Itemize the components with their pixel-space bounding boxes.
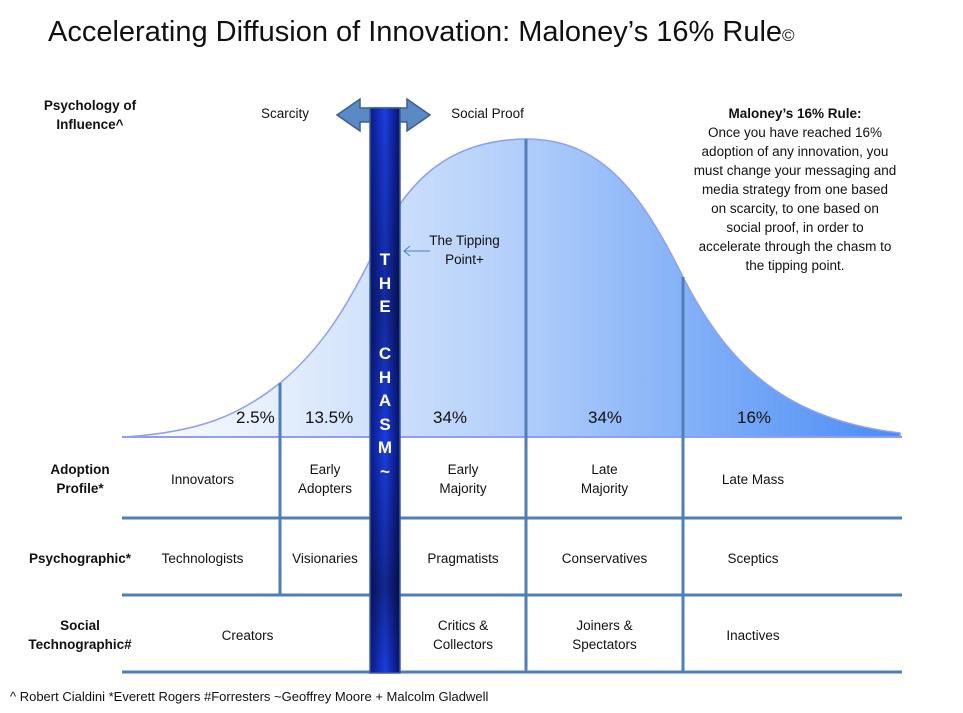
cell-line: Early	[447, 462, 479, 477]
rule-line: must change your messaging and	[693, 163, 897, 178]
cell-pragmatists: Pragmatists	[400, 521, 526, 595]
chasm-letter: M	[377, 438, 393, 457]
percent-late-mass: 16%	[737, 408, 772, 427]
cell-line: Pragmatists	[427, 550, 499, 566]
grid-lines	[122, 139, 902, 674]
cell-late-mass: Late Mass	[683, 440, 823, 518]
cell-line: Early	[309, 462, 341, 477]
cell-visionaries: Visionaries	[280, 521, 370, 595]
cell-line: Adopters	[297, 481, 353, 496]
cell-line: Adoption	[50, 462, 110, 477]
cell-line: Social	[60, 618, 100, 633]
cell-line: Profile*	[56, 481, 104, 496]
chasm-shading	[371, 109, 399, 672]
cell-line: Technologists	[161, 550, 244, 566]
cell-line: Late	[591, 462, 618, 477]
cell-line: Conservatives	[561, 550, 648, 566]
row-label: Psychographic*	[10, 521, 150, 595]
bell-curve	[124, 138, 901, 438]
label-line: Point+	[445, 252, 484, 267]
cell-early-majority: Early Majority	[400, 440, 526, 518]
cell-line: Majority	[439, 481, 487, 496]
cell-creators: Creators	[125, 598, 370, 672]
cell-line: Creators	[221, 627, 274, 643]
rule-box: Maloney’s 16% Rule: Once you have reache…	[660, 104, 930, 275]
page-title: Accelerating Diffusion of Innovation: Ma…	[48, 16, 795, 49]
chasm-letter: E	[379, 297, 391, 316]
cell-line: Psychographic*	[28, 550, 132, 566]
rule-text: Once you have reached 16% adoption of any…	[660, 123, 930, 275]
cell-late-majority: Late Majority	[526, 440, 683, 518]
cell-conservatives: Conservatives	[526, 521, 683, 595]
label-line: Psychology of	[43, 98, 137, 113]
cell-line: Joiners &	[576, 618, 633, 633]
cell-line: Collectors	[432, 637, 494, 652]
social-proof-label: Social Proof	[451, 106, 524, 121]
cell-line: Inactives	[726, 627, 780, 643]
chasm-letter: A	[378, 391, 392, 410]
cell-line: Majority	[580, 481, 629, 496]
cell-line: Spectators	[572, 637, 637, 652]
rule-line: accelerate through the chasm to	[698, 239, 892, 254]
chasm-letter: H	[378, 367, 392, 387]
cell-joiners-spectators: Joiners & Spectators	[526, 598, 683, 672]
percent-innovators: 2.5%	[236, 408, 275, 427]
percent-late-majority: 34%	[588, 408, 623, 427]
cell-line: Technographic#	[28, 637, 132, 652]
rule-line: the tipping point.	[745, 258, 845, 273]
cell-technologists: Technologists	[125, 521, 280, 595]
rule-line: Once you have reached 16%	[707, 125, 883, 140]
cell-critics-collectors: Critics & Collectors	[400, 598, 526, 672]
chasm-letter	[370, 319, 400, 343]
scarcity-label: Scarcity	[260, 106, 309, 121]
label-line: The Tipping	[429, 233, 500, 248]
label-line: Influence^	[56, 117, 124, 132]
cell-innovators: Innovators	[125, 440, 280, 518]
cell-line: Late Mass	[721, 471, 785, 487]
chasm-letter: H	[378, 273, 392, 293]
copyright-mark: ©	[782, 26, 795, 45]
chasm-letter: C	[378, 344, 392, 363]
cell-sceptics: Sceptics	[683, 521, 823, 595]
rule-line: social proof, in order to	[726, 220, 864, 235]
footnote: ^ Robert Cialdini *Everett Rogers #Forre…	[10, 689, 489, 704]
rule-line: media strategy from one based	[701, 182, 889, 197]
cell-inactives: Inactives	[683, 598, 823, 672]
cell-line: Sceptics	[727, 550, 779, 566]
cell-line: Visionaries	[292, 550, 358, 566]
cell-early-adopters: Early Adopters	[280, 440, 370, 518]
row-label: Adoption Profile*	[10, 440, 150, 518]
chasm-letter: ~	[380, 461, 390, 481]
percent-early-adopters: 13.5%	[305, 408, 354, 427]
rule-line: adoption of any innovation, you	[701, 144, 889, 159]
percent-early-majority: 34%	[433, 408, 468, 427]
psychology-of-influence-label: Psychology of Influence^	[20, 96, 160, 134]
chasm-letter: S	[379, 414, 391, 434]
chasm-letter: T	[379, 250, 391, 269]
arrowhead	[403, 245, 411, 257]
tipping-point-label: The Tipping Point+	[412, 231, 517, 269]
cell-line: Critics &	[437, 618, 489, 633]
cell-line: Innovators	[170, 471, 235, 487]
row-label: Social Technographic#	[10, 598, 150, 672]
rule-line: on scarcity, to one based on	[711, 201, 879, 216]
rule-title: Maloney’s 16% Rule:	[728, 106, 862, 121]
title-text: Accelerating Diffusion of Innovation: Ma…	[48, 16, 783, 48]
